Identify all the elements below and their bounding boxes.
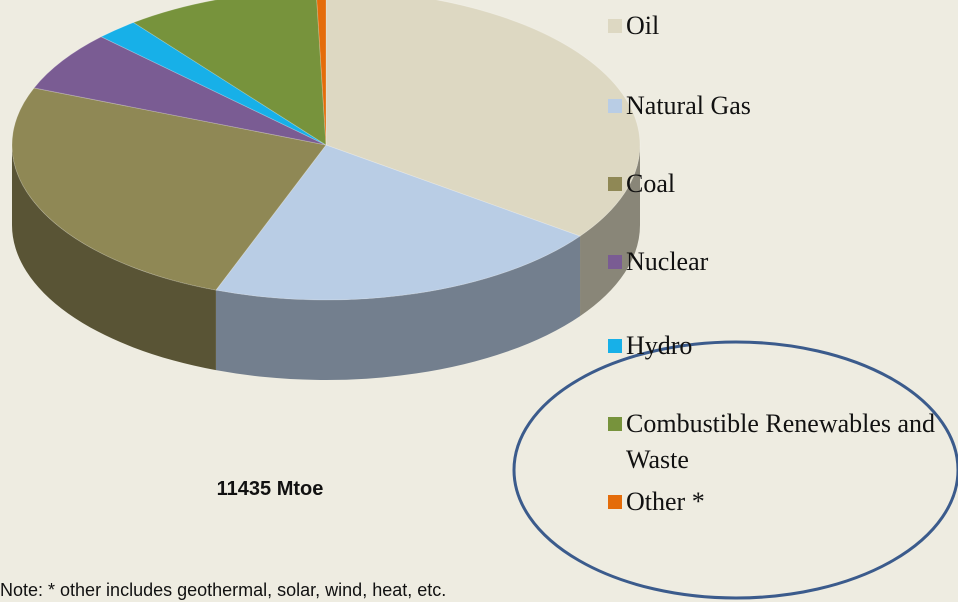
slice — [132, 0, 327, 146]
legend-entry: Oil — [608, 8, 659, 44]
legend-label: Other * — [626, 487, 705, 516]
annotation: 11435 Mtoe — [216, 478, 324, 500]
legend-label: Coal — [626, 169, 676, 198]
legend-swatch — [608, 417, 622, 431]
slice — [33, 36, 327, 146]
legend-label: Nuclear — [626, 247, 709, 276]
slice-side — [215, 236, 581, 380]
slice — [325, 0, 641, 237]
legend-swatch — [608, 19, 622, 33]
pie — [11, 0, 641, 380]
legend-label: Hydro — [626, 331, 693, 360]
slice — [100, 22, 327, 146]
legend-swatch — [608, 177, 622, 191]
legend-swatch — [608, 255, 622, 269]
slice-side — [12, 145, 216, 371]
legend-swatch — [608, 495, 622, 509]
slice-side — [580, 145, 640, 317]
slice — [215, 144, 581, 301]
legend-label: Natural Gas — [626, 91, 751, 120]
legend-label: Combustible Renewables and Waste — [626, 409, 936, 474]
legend-entry: Hydro — [608, 328, 692, 364]
slice — [316, 0, 327, 146]
legend-entry: Combustible Renewables and Waste — [608, 406, 953, 478]
legend-entry: Coal — [608, 166, 675, 202]
legend-swatch — [608, 99, 622, 113]
legend-entry: Other * — [608, 484, 705, 520]
slice — [11, 87, 327, 291]
legend-label: Oil — [626, 11, 660, 40]
legend-entry: Natural Gas — [608, 88, 751, 124]
legend-swatch — [608, 339, 622, 353]
highlight-ellipse — [512, 340, 958, 600]
note: Note: * other includes geothermal, solar… — [0, 580, 447, 600]
legend-entry: Nuclear — [608, 244, 708, 280]
